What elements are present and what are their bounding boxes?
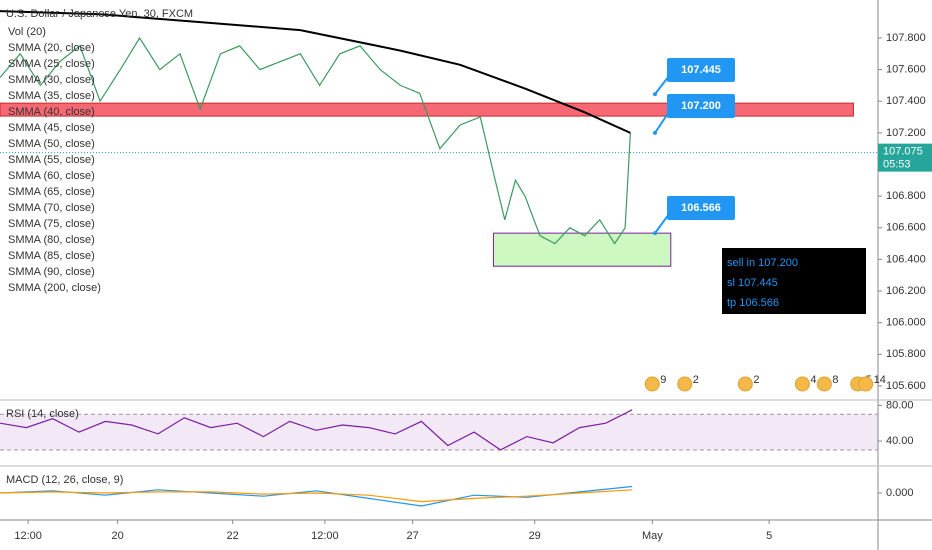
legend-entry: SMMA (70, close) bbox=[8, 202, 95, 214]
legend-entry: SMMA (90, close) bbox=[8, 266, 95, 278]
y-tick-label: 107.600 bbox=[886, 63, 926, 75]
zone bbox=[0, 102, 854, 117]
legend-entry: SMMA (30, close) bbox=[8, 74, 95, 86]
series-line bbox=[0, 489, 633, 503]
legend-entry: SMMA (200, close) bbox=[8, 282, 101, 294]
legend-entry: SMMA (60, close) bbox=[8, 170, 95, 182]
pane-title: RSI (14, close) bbox=[6, 408, 79, 420]
event-label: 14 bbox=[874, 374, 886, 386]
x-tick-label: 12:00 bbox=[14, 530, 42, 542]
legend-entry: SMMA (35, close) bbox=[8, 90, 95, 102]
x-tick-label: 22 bbox=[227, 530, 239, 542]
y-tick-label: 105.800 bbox=[886, 348, 926, 360]
event-icon bbox=[644, 376, 660, 392]
callout-box bbox=[666, 94, 735, 118]
countdown: 05:53 bbox=[883, 159, 911, 171]
note-line: sell in 107.200 bbox=[727, 257, 798, 269]
y-tick-label: 107.200 bbox=[886, 127, 926, 139]
last-price-label: 107.075 bbox=[883, 146, 923, 158]
series-line bbox=[0, 36, 631, 245]
series-line bbox=[0, 409, 633, 451]
event-icon bbox=[858, 376, 874, 392]
y-tick-label: 106.000 bbox=[886, 317, 926, 329]
x-tick-label: 12:00 bbox=[311, 530, 339, 542]
event-icon bbox=[677, 376, 693, 392]
callout-label: 107.200 bbox=[681, 100, 721, 112]
legend-entry: SMMA (50, close) bbox=[8, 138, 95, 150]
pane-title: MACD (12, 26, close, 9) bbox=[6, 474, 123, 486]
legend-entry: SMMA (40, close) bbox=[8, 106, 95, 118]
event-icon bbox=[737, 376, 753, 392]
y-tick-label: 106.200 bbox=[886, 285, 926, 297]
y-tick-label: 106.800 bbox=[886, 190, 926, 202]
y-tick-label: 107.800 bbox=[886, 32, 926, 44]
series-line bbox=[0, 10, 631, 134]
callout-label: 107.445 bbox=[681, 64, 721, 76]
legend-entry: SMMA (75, close) bbox=[8, 218, 95, 230]
event-icon bbox=[794, 376, 810, 392]
legend-entry: SMMA (55, close) bbox=[8, 154, 95, 166]
note-line: tp 106.566 bbox=[727, 297, 779, 309]
y-tick-label: 0.000 bbox=[886, 487, 914, 499]
callout-anchor bbox=[652, 92, 657, 97]
legend-entry: SMMA (80, close) bbox=[8, 234, 95, 246]
callout-pointer bbox=[654, 75, 670, 95]
x-tick-label: 20 bbox=[112, 530, 124, 542]
x-tick-label: 5 bbox=[766, 530, 772, 542]
callout-label: 106.566 bbox=[681, 202, 721, 214]
y-tick-label: 105.600 bbox=[886, 380, 926, 392]
callout-pointer bbox=[654, 111, 670, 134]
event-label: 8 bbox=[832, 374, 838, 386]
rsi-band bbox=[0, 414, 878, 450]
callout-pointer bbox=[654, 213, 670, 234]
note-box bbox=[722, 248, 866, 314]
event-label: 2 bbox=[693, 374, 699, 386]
x-tick-label: 27 bbox=[407, 530, 419, 542]
legend-entry: SMMA (65, close) bbox=[8, 186, 95, 198]
legend-entry: SMMA (20, close) bbox=[8, 42, 95, 54]
legend-entry: Vol (20) bbox=[8, 26, 46, 38]
event-label: 9 bbox=[660, 374, 666, 386]
note-line: sl 107.445 bbox=[727, 277, 778, 289]
legend-entry: SMMA (85, close) bbox=[8, 250, 95, 262]
legend-entry: SMMA (25, close) bbox=[8, 58, 95, 70]
y-tick-label: 40.00 bbox=[886, 435, 914, 447]
callout-box bbox=[666, 58, 735, 82]
x-tick-label: May bbox=[642, 530, 663, 542]
zone bbox=[492, 232, 672, 267]
y-tick-label: 106.600 bbox=[886, 222, 926, 234]
event-label: 2 bbox=[753, 374, 759, 386]
event-label: 4 bbox=[810, 374, 816, 386]
event-icon bbox=[816, 376, 832, 392]
y-tick-label: 107.400 bbox=[886, 95, 926, 107]
last-price-box bbox=[878, 143, 932, 172]
y-tick-label: 106.400 bbox=[886, 253, 926, 265]
y-tick-label: 80.00 bbox=[886, 399, 914, 411]
pane-title: U.S. Dollar / Japanese Yen, 30, FXCM bbox=[6, 8, 193, 20]
series-line bbox=[0, 485, 633, 507]
callout-anchor bbox=[652, 231, 657, 236]
x-tick-label: 29 bbox=[529, 530, 541, 542]
callout-anchor bbox=[652, 130, 657, 135]
legend-entry: SMMA (45, close) bbox=[8, 122, 95, 134]
callout-box bbox=[666, 196, 735, 220]
